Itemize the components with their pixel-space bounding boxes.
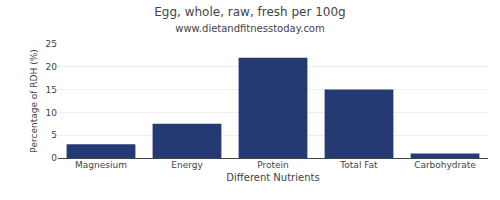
svg-text:Different Nutrients: Different Nutrients	[226, 172, 319, 183]
svg-text:Total Fat: Total Fat	[339, 160, 378, 170]
svg-text:Egg, whole, raw, fresh per 100: Egg, whole, raw, fresh per 100gwww.dieta…	[154, 5, 346, 34]
svg-text:0: 0	[51, 153, 57, 163]
svg-text:Percentage of RDH (%): Percentage of RDH (%)	[29, 49, 39, 152]
svg-text:Carbohydrate: Carbohydrate	[414, 160, 476, 170]
svg-text:25: 25	[46, 39, 57, 49]
svg-text:15: 15	[46, 85, 57, 95]
svg-text:5: 5	[51, 130, 57, 140]
svg-text:Energy: Energy	[171, 160, 203, 170]
svg-text:Magnesium: Magnesium	[75, 160, 127, 170]
svg-text:20: 20	[46, 62, 58, 72]
svg-text:Protein: Protein	[257, 160, 289, 170]
svg-text:10: 10	[46, 108, 58, 118]
